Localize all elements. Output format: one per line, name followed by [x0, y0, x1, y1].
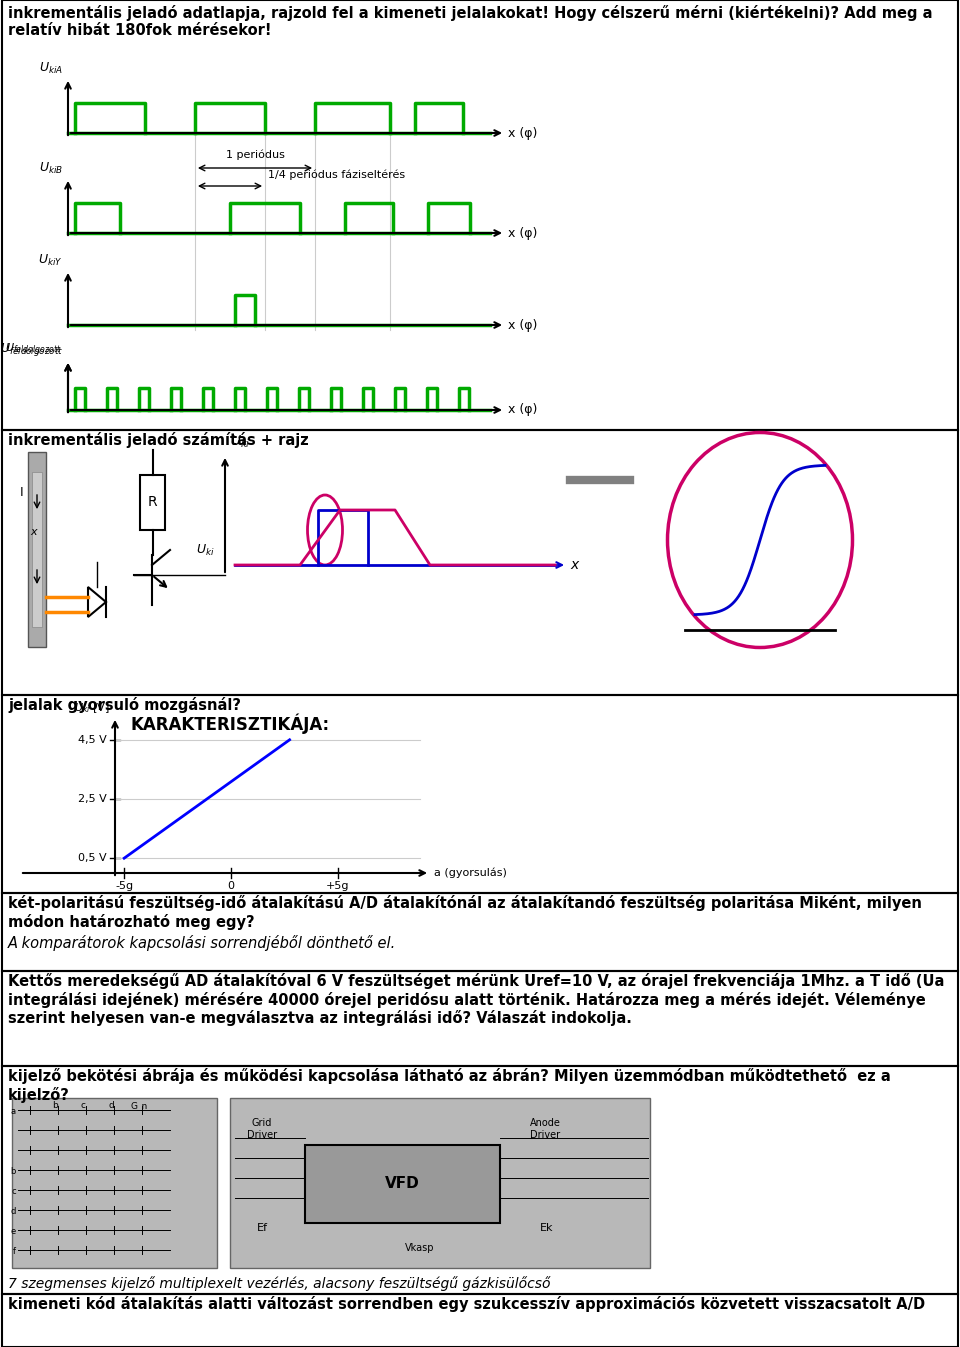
Text: $U_{kiB}$: $U_{kiB}$ — [39, 160, 63, 176]
Text: jelalak gyorsuló mozgásnál?: jelalak gyorsuló mozgásnál? — [8, 696, 241, 713]
Text: c: c — [81, 1100, 85, 1110]
Text: c: c — [12, 1188, 16, 1196]
Text: KARAKTERISZTIKÁJA:: KARAKTERISZTIKÁJA: — [130, 713, 329, 734]
Text: -5g: -5g — [115, 881, 133, 890]
Text: d: d — [108, 1100, 114, 1110]
Bar — [2, 430, 958, 695]
Text: 0: 0 — [228, 881, 234, 890]
Text: két-polaritású feszültség-idő átalakítású A/D átalakítónál az átalakítandó feszü: két-polaritású feszültség-idő átalakítás… — [8, 894, 922, 929]
Text: +5g: +5g — [325, 881, 349, 890]
Text: 0,5 V: 0,5 V — [79, 853, 107, 863]
Bar — [2, 0, 958, 430]
Text: Anode
Driver: Anode Driver — [530, 1118, 561, 1140]
Text: $U_{ki}$: $U_{ki}$ — [197, 543, 215, 558]
Text: a (gyorsulás): a (gyorsulás) — [434, 867, 507, 878]
Text: G_n: G_n — [131, 1100, 148, 1110]
Text: $U_{feldolgozott}$: $U_{feldolgozott}$ — [0, 341, 63, 358]
Bar — [305, 1145, 500, 1223]
Text: b: b — [11, 1168, 16, 1176]
Text: $U_{ki}$ [V]: $U_{ki}$ [V] — [74, 702, 110, 715]
Bar — [140, 475, 165, 529]
Text: Ek: Ek — [540, 1223, 554, 1233]
Text: I: I — [19, 485, 23, 498]
Text: Grid
Driver: Grid Driver — [247, 1118, 277, 1140]
Text: $U_{feldolgozott}$: $U_{feldolgozott}$ — [6, 342, 62, 358]
Text: 1/4 periódus fáziseltérés: 1/4 periódus fáziseltérés — [268, 170, 405, 180]
Text: x (φ): x (φ) — [508, 127, 538, 140]
Bar — [2, 971, 958, 1065]
Text: x: x — [570, 558, 578, 572]
Text: x (φ): x (φ) — [508, 226, 538, 240]
Text: x (φ): x (φ) — [508, 318, 538, 331]
Text: A komparátorok kapcsolási sorrendjéből dönthető el.: A komparátorok kapcsolási sorrendjéből d… — [8, 935, 396, 951]
Text: 1 periódus: 1 periódus — [226, 150, 284, 160]
Bar — [2, 1065, 958, 1294]
Text: b: b — [52, 1100, 58, 1110]
Bar — [28, 453, 46, 647]
Bar — [32, 471, 42, 626]
Text: d: d — [11, 1207, 16, 1216]
Text: Kettős meredekségű AD átalakítóval 6 V feszültséget mérünk Uref=10 V, az órajel : Kettős meredekségű AD átalakítóval 6 V f… — [8, 973, 945, 1026]
Text: $U_{ki}$: $U_{ki}$ — [230, 434, 251, 450]
Text: x (φ): x (φ) — [508, 404, 538, 416]
Text: f: f — [13, 1247, 16, 1257]
Text: a: a — [11, 1107, 16, 1117]
Bar — [230, 1098, 650, 1268]
Text: Ef: Ef — [256, 1223, 268, 1233]
Text: 4,5 V: 4,5 V — [79, 735, 107, 745]
Text: Vkasp: Vkasp — [405, 1243, 435, 1253]
Bar — [2, 1294, 958, 1347]
Text: $U_{kiY}$: $U_{kiY}$ — [38, 253, 63, 268]
Text: 7 szegmenses kijelző multiplexelt vezérlés, alacsony feszültségű gázkisülőcső: 7 szegmenses kijelző multiplexelt vezérl… — [8, 1276, 550, 1290]
Text: kimeneti kód átalakítás alatti változást sorrendben egy szukcesszív approximáció: kimeneti kód átalakítás alatti változást… — [8, 1296, 925, 1312]
Bar — [2, 893, 958, 971]
Text: e: e — [11, 1227, 16, 1237]
Text: VFD: VFD — [385, 1176, 420, 1191]
Bar — [2, 695, 958, 893]
Text: x: x — [31, 527, 37, 537]
Text: inkrementális jeladó adatlapja, rajzold fel a kimeneti jelalakokat! Hogy célszer: inkrementális jeladó adatlapja, rajzold … — [8, 5, 932, 39]
Text: R: R — [148, 496, 157, 509]
Text: $U_{kiA}$: $U_{kiA}$ — [39, 61, 63, 75]
Text: inkrementális jeladó számítás + rajz: inkrementális jeladó számítás + rajz — [8, 432, 309, 449]
Bar — [12, 1098, 217, 1268]
Text: kijelző bekötési ábrája és működési kapcsolása látható az ábrán? Milyen üzemmódb: kijelző bekötési ábrája és működési kapc… — [8, 1068, 891, 1103]
Text: 2,5 V: 2,5 V — [79, 793, 107, 804]
